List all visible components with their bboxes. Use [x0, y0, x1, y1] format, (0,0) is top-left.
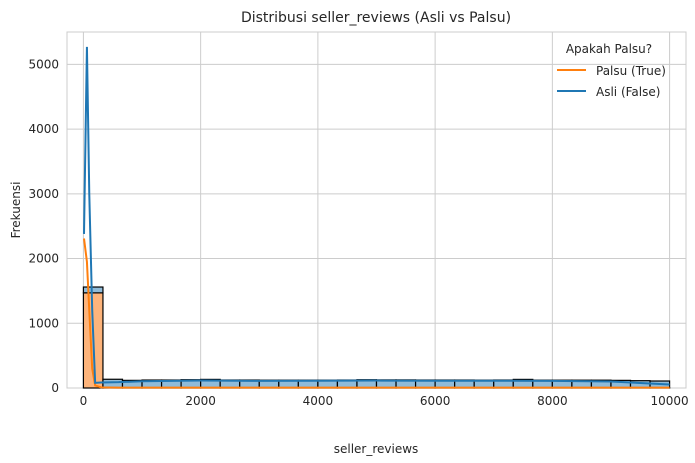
y-tick-label: 4000 — [28, 122, 59, 136]
x-axis-ticks: 0 2000 4000 6000 8000 10000 — [80, 394, 689, 408]
legend-label-asli: Asli (False) — [596, 85, 660, 99]
plot-background — [66, 31, 687, 389]
legend-title: Apakah Palsu? — [566, 42, 652, 56]
y-tick-label: 2000 — [28, 252, 59, 266]
y-tick-label: 1000 — [28, 316, 59, 330]
y-tick-label: 5000 — [28, 57, 59, 71]
x-tick-label: 2000 — [185, 394, 216, 408]
histogram-bar-asli — [82, 286, 104, 294]
x-tick-label: 10000 — [650, 394, 688, 408]
legend: Apakah Palsu? Palsu (True) Asli (False) — [557, 42, 666, 99]
kde-lines — [83, 46, 670, 389]
x-tick-label: 4000 — [303, 394, 334, 408]
x-tick-label: 8000 — [537, 394, 568, 408]
x-axis-label: seller_reviews — [334, 442, 419, 456]
y-axis-ticks: 0 1000 2000 3000 4000 5000 — [28, 57, 59, 395]
kde-line-palsu — [83, 238, 670, 389]
y-tick-label: 3000 — [28, 187, 59, 201]
y-axis-label: Frekuensi — [9, 182, 23, 239]
histogram-bar-asli — [102, 378, 124, 389]
chart-title: Distribusi seller_reviews (Asli vs Palsu… — [241, 10, 511, 26]
kde-line-asli — [83, 46, 670, 386]
y-tick-label: 0 — [51, 381, 59, 395]
x-tick-label: 6000 — [420, 394, 451, 408]
legend-label-palsu: Palsu (True) — [596, 64, 666, 78]
x-tick-label: 0 — [80, 394, 88, 408]
